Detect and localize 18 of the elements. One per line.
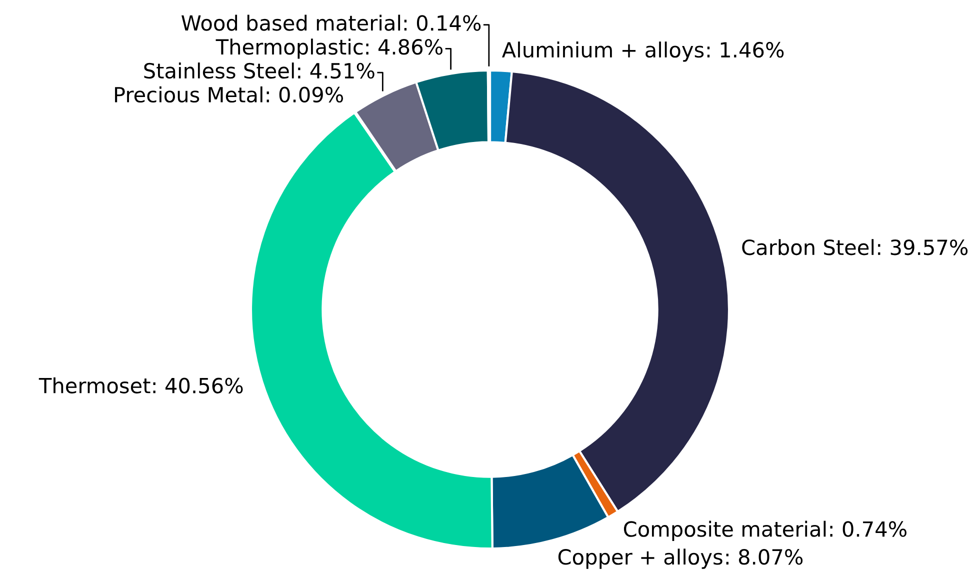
slice-label: Carbon Steel bbox=[742, 239, 874, 256]
slice-label: Aluminium + alloys bbox=[502, 42, 704, 62]
data-label: : 0.14% bbox=[404, 15, 481, 31]
data-label: : 39.57% bbox=[878, 239, 968, 256]
data-label: : 1.46% bbox=[707, 42, 784, 58]
data-label: : 40.56% bbox=[153, 378, 243, 394]
slice-label: Wood based material bbox=[182, 14, 400, 31]
slice-label: Copper + alloys bbox=[558, 548, 722, 569]
slice-label: Composite material bbox=[624, 520, 826, 541]
slice-label: Precious Metal bbox=[115, 86, 262, 103]
data-label: : 4.86% bbox=[366, 38, 442, 55]
data-label: : 8.07% bbox=[726, 549, 803, 565]
slice-label: Thermoplastic bbox=[216, 38, 363, 59]
slice-label: Thermoset bbox=[38, 377, 150, 394]
data-label: : 4.51% bbox=[298, 62, 374, 79]
slice-label: Stainless Steel bbox=[144, 62, 294, 79]
data-label: : 0.09% bbox=[266, 86, 344, 103]
data-label: : 0.74% bbox=[830, 521, 906, 537]
